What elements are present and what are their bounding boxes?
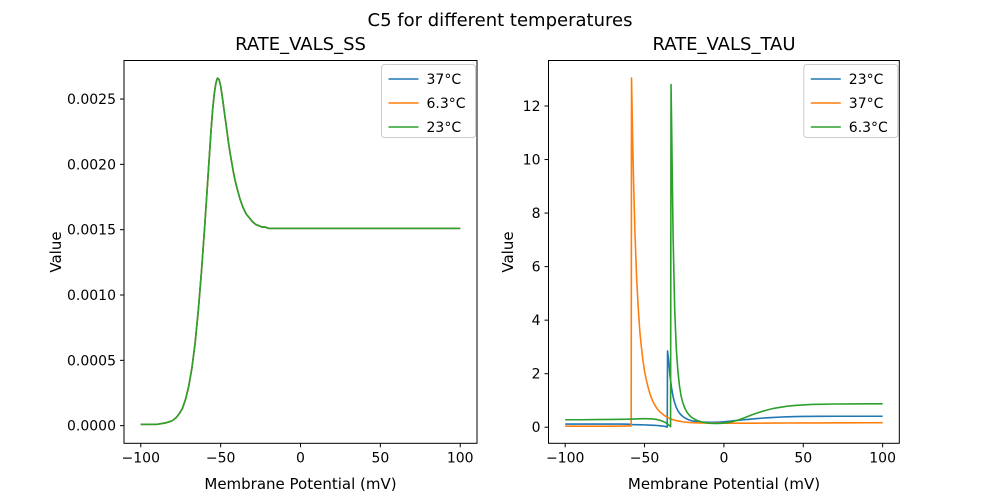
axes-frame [548,60,900,444]
x-tick-label: 50 [794,450,812,466]
legend-label-6.3c: 6.3°C [849,120,888,136]
legend-label-23c: 23°C [427,120,462,136]
legend-label-6.3c: 6.3°C [427,96,466,112]
x-tick-label: −100 [122,450,160,466]
x-tick-label: −50 [630,450,660,466]
legend: 37°C 6.3°C 23°C [381,64,476,138]
legend-box [381,64,476,138]
x-tick-label: 0 [296,450,305,466]
x-tick-label: −50 [206,450,236,466]
legend-box [803,64,899,138]
y-tick-label: 0.0025 [67,92,116,108]
y-tick-label: 4 [532,313,541,329]
axes-frame [123,60,478,444]
x-tick-label: 100 [869,450,896,466]
ratevalstau-series-23c-line [565,350,883,428]
legend-label-23c: 23°C [849,72,884,88]
y-tick-label: 10 [523,153,541,169]
y-tick-label: 0.0020 [67,157,116,173]
x-tick-label: 0 [719,450,728,466]
y-tick-label: 12 [523,99,541,115]
ratevalstau-series-6.3c-line [565,83,883,428]
right-y-axis-label: Value [499,231,517,273]
y-tick-label: 0.0000 [67,419,116,435]
y-tick-label: 8 [532,206,541,222]
right-x-axis-label: Membrane Potential (mV) [627,475,821,493]
y-tick-label: 6 [532,260,541,276]
left-y-axis-label: Value [47,231,65,273]
y-tick-label: 0.0010 [67,288,116,304]
legend: 23°C 37°C 6.3°C [803,64,899,138]
subplot-ratevalsss: −100 −50 0 50 100 0.0000 0.0005 0.0010 0.0015 0.0… [67,60,478,466]
x-tick-label: 100 [447,450,474,466]
x-tick-label: 50 [371,450,389,466]
x-tick-label: −100 [546,450,584,466]
left-x-axis-label: Membrane Potential (mV) [204,475,397,493]
ratevalstau-series-37c-line [565,77,883,427]
y-tick-label: 0.0005 [67,353,116,369]
subplot-ratevalstau: −100 −50 0 50 100 0 2 4 6 8 10 12 23°C 37°C 6.3°C [523,60,900,466]
y-tick-label: 0.0015 [67,223,116,239]
ratevalsss-series-23c-line [140,77,461,426]
legend-label-37c: 37°C [427,72,462,88]
left-chart-title: RATE_VALS_SS [235,34,366,55]
right-chart-title: RATE_VALS_TAU [652,34,796,55]
figure-title: C5 for different temperatures [367,10,633,31]
y-tick-label: 2 [532,367,541,383]
y-tick-label: 0 [532,420,541,436]
legend-label-37c: 37°C [849,96,884,112]
